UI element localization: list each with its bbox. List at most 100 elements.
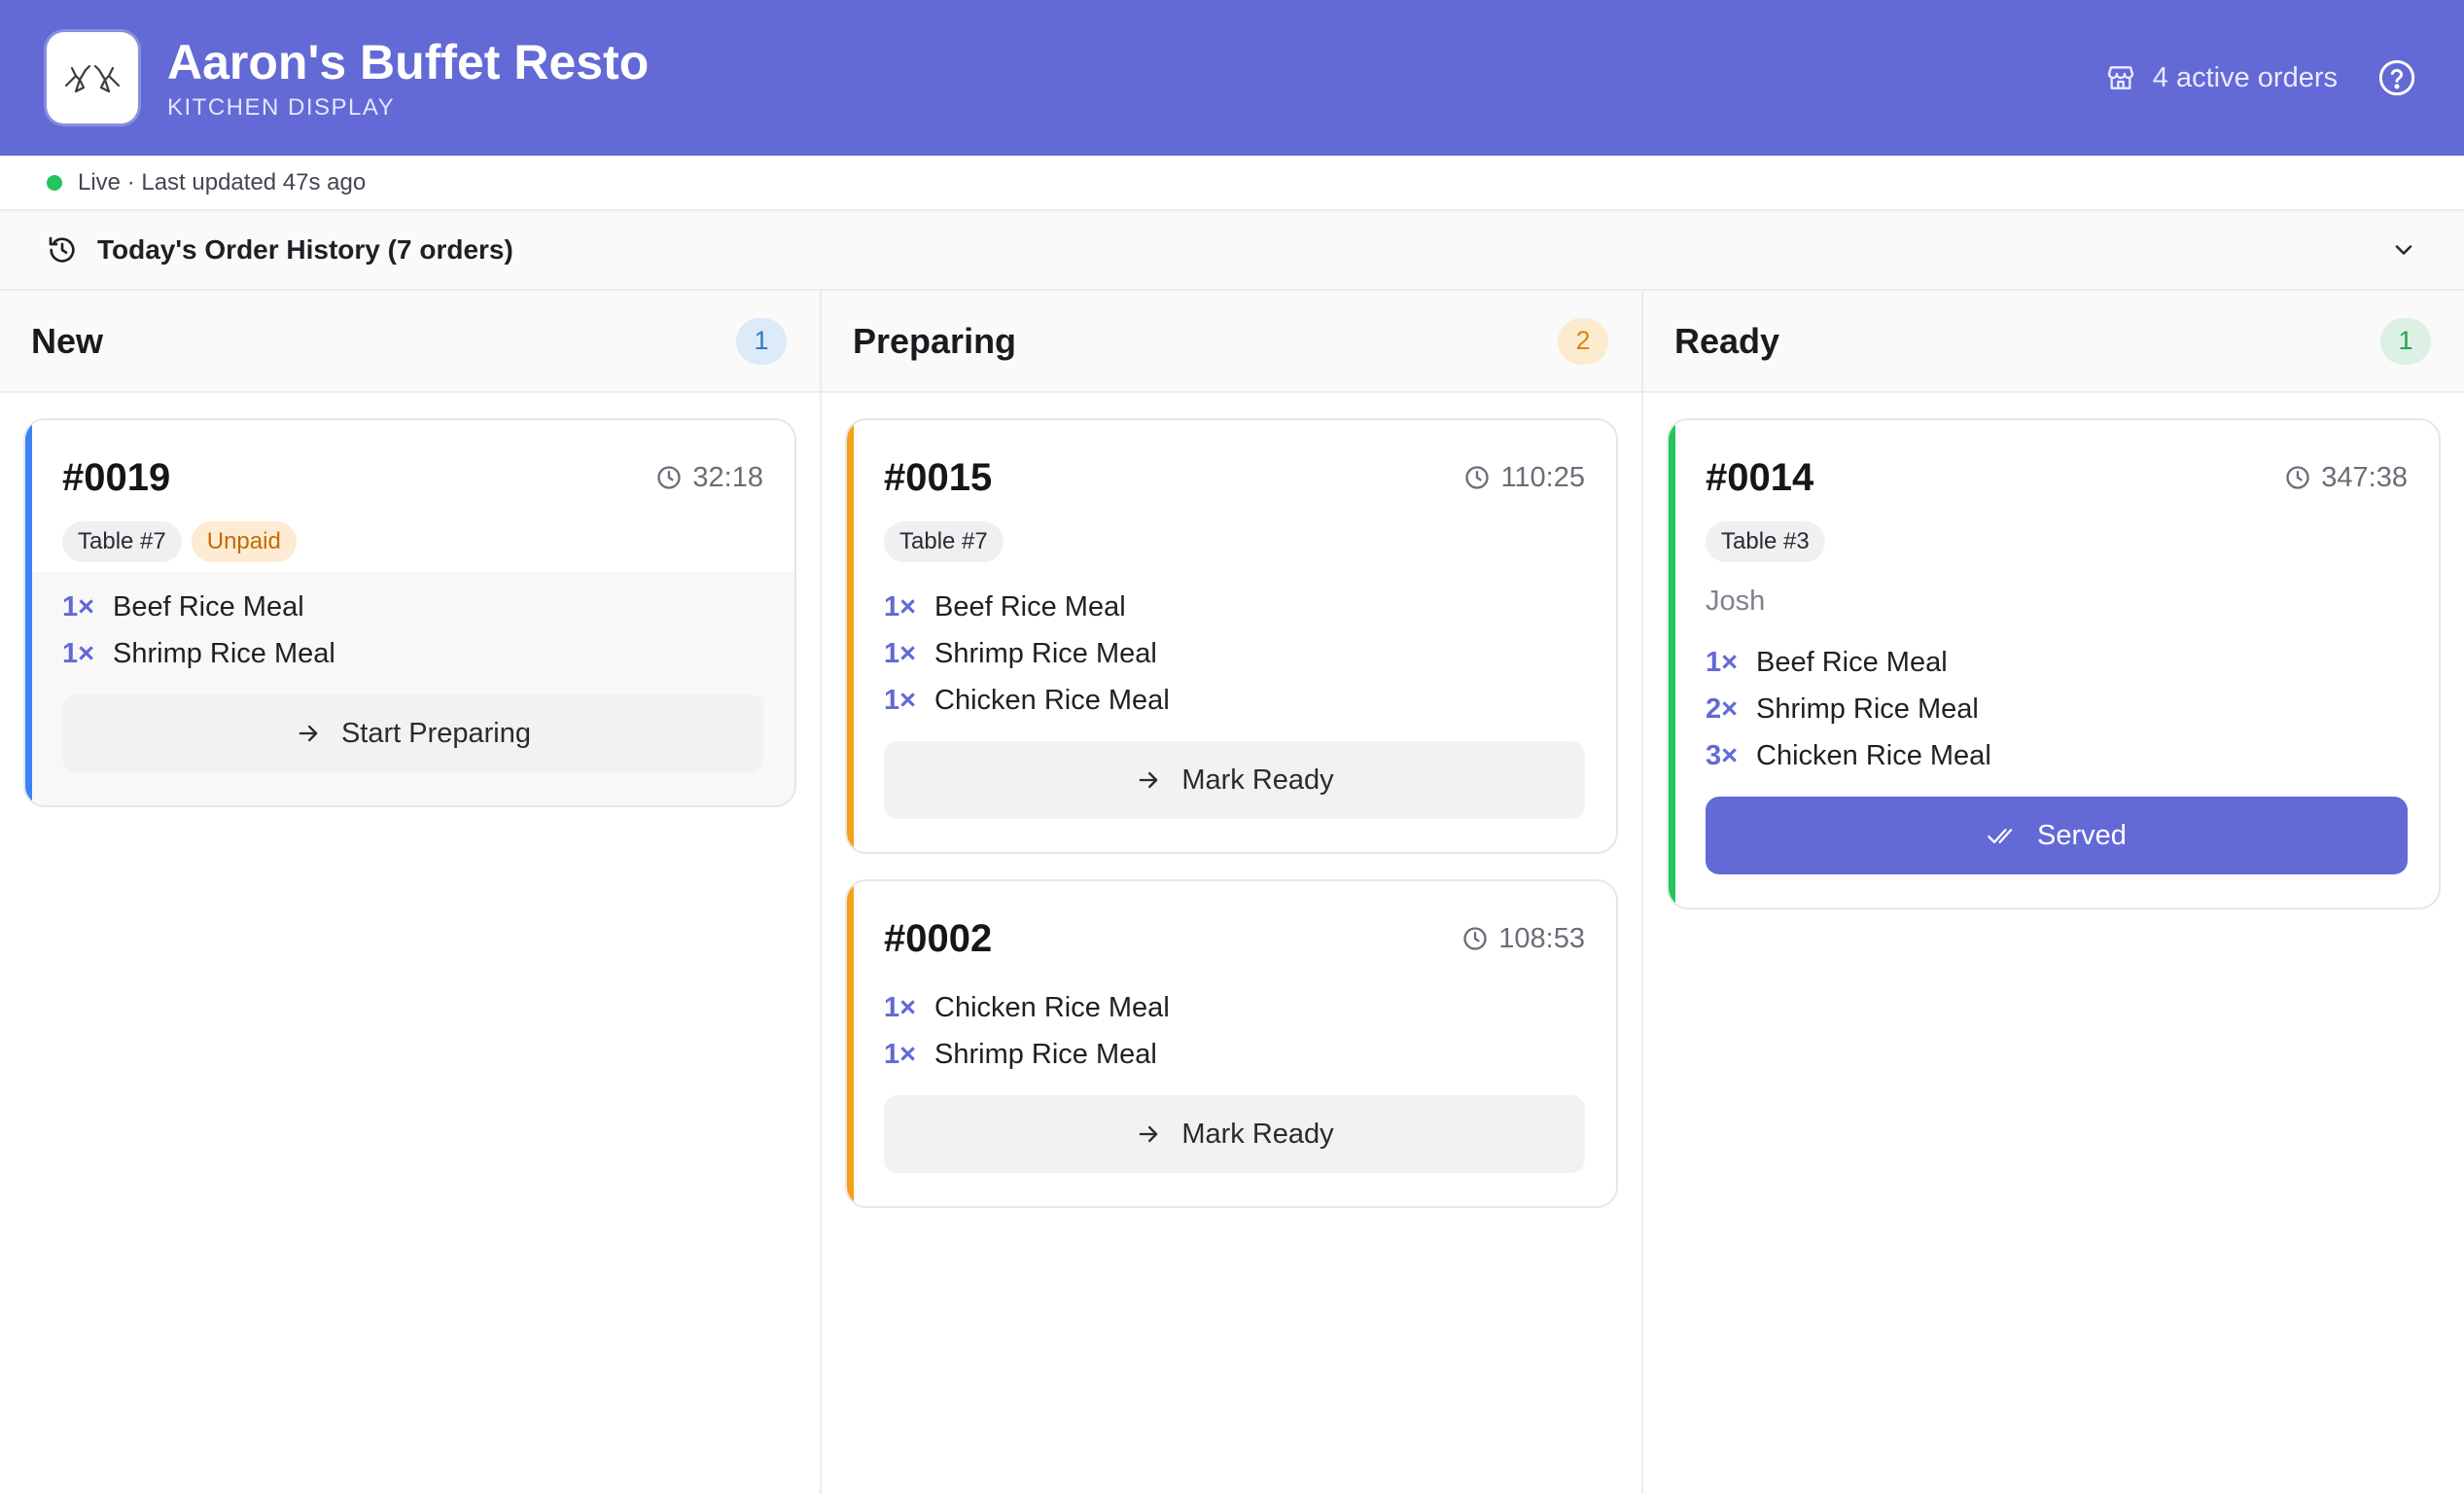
chevron-down-icon[interactable] <box>2390 236 2417 264</box>
list-item: 1× Beef Rice Meal <box>884 584 1585 630</box>
button-label: Mark Ready <box>1181 1118 1334 1150</box>
item-quantity: 1× <box>1706 646 1739 678</box>
list-item: 1× Beef Rice Meal <box>1706 639 2408 686</box>
item-name: Chicken Rice Meal <box>1756 739 1991 771</box>
table-badge: Table #7 <box>62 521 182 562</box>
elapsed-timer: 110:25 <box>1463 462 1585 494</box>
item-quantity: 1× <box>62 637 95 669</box>
order-tags: Table #3 <box>1706 521 2408 562</box>
column-header-ready: Ready 1 <box>1643 291 2464 393</box>
elapsed-time: 347:38 <box>2321 461 2408 493</box>
live-status-text: Live · Last updated 47s ago <box>78 168 367 196</box>
active-orders-count: 4 active orders <box>2152 61 2338 93</box>
clock-icon <box>2286 466 2309 489</box>
item-name: Shrimp Rice Meal <box>934 1038 1157 1070</box>
order-items: 1× Beef Rice Meal 1× Shrimp Rice Meal <box>62 584 763 677</box>
app-header: Aaron's Buffet Resto KITCHEN DISPLAY 4 a… <box>0 0 2464 156</box>
list-item: 2× Shrimp Rice Meal <box>1706 686 2408 732</box>
list-item: 1× Shrimp Rice Meal <box>62 630 763 677</box>
clock-icon <box>1465 466 1490 489</box>
order-number: #0019 <box>62 455 171 499</box>
order-history-label: Today's Order History (7 orders) <box>97 234 513 265</box>
double-check-icon <box>1988 829 2013 843</box>
app-title: Aaron's Buffet Resto <box>167 35 650 89</box>
order-card-0015: #0015 110:25 Table #7 1× Beef Rice Meal <box>845 418 1618 854</box>
mark-ready-button[interactable]: Mark Ready <box>884 1095 1585 1173</box>
start-preparing-button[interactable]: Start Preparing <box>62 694 763 772</box>
order-card-0014: #0014 347:38 Table #3 Josh 1× Beef Rice … <box>1667 418 2441 909</box>
arrow-right-icon <box>1139 1125 1158 1143</box>
order-tags: Table #7 Unpaid <box>62 521 763 562</box>
clock-icon <box>657 466 682 489</box>
item-name: Beef Rice Meal <box>113 590 304 622</box>
item-quantity: 1× <box>884 684 917 716</box>
elapsed-timer: 32:18 <box>655 462 763 494</box>
order-items: 1× Chicken Rice Meal 1× Shrimp Rice Meal <box>884 984 1585 1078</box>
column-title: New <box>31 320 104 361</box>
order-board: New 1 #0019 32:18 Table #7 Unpaid <box>0 291 2464 1494</box>
clock-icon <box>1463 927 1487 950</box>
help-button[interactable] <box>2376 57 2417 98</box>
column-header-new: New 1 <box>0 291 820 393</box>
item-quantity: 1× <box>884 637 917 669</box>
item-name: Chicken Rice Meal <box>934 684 1170 716</box>
column-preparing: Preparing 2 #0015 110:25 Table #7 1× <box>822 291 1643 1494</box>
item-name: Beef Rice Meal <box>1756 646 1948 678</box>
column-title: Preparing <box>853 320 1017 361</box>
elapsed-time: 108:53 <box>1498 922 1585 954</box>
item-quantity: 1× <box>884 991 917 1023</box>
order-number: #0014 <box>1706 455 1814 499</box>
order-number: #0015 <box>884 455 993 499</box>
button-label: Start Preparing <box>340 717 532 749</box>
list-item: 1× Chicken Rice Meal <box>884 677 1585 724</box>
item-quantity: 3× <box>1706 739 1739 771</box>
elapsed-timer: 108:53 <box>1461 923 1585 955</box>
elapsed-time: 32:18 <box>692 461 763 493</box>
list-item: 1× Chicken Rice Meal <box>884 984 1585 1031</box>
mark-ready-button[interactable]: Mark Ready <box>884 741 1585 819</box>
column-title: Ready <box>1674 320 1780 361</box>
order-number: #0002 <box>884 916 993 960</box>
button-label: Served <box>2037 819 2127 851</box>
column-new: New 1 #0019 32:18 Table #7 Unpaid <box>0 291 822 1494</box>
column-count-badge: 2 <box>1558 317 1608 365</box>
list-item: 1× Beef Rice Meal <box>62 584 763 630</box>
column-ready: Ready 1 #0014 347:38 Table #3 Josh <box>1643 291 2464 1494</box>
arrow-right-icon <box>1139 771 1158 789</box>
item-name: Shrimp Rice Meal <box>934 637 1157 669</box>
order-items: 1× Beef Rice Meal 1× Shrimp Rice Meal 1×… <box>884 584 1585 724</box>
item-name: Shrimp Rice Meal <box>1756 693 1979 725</box>
item-quantity: 1× <box>884 1038 917 1070</box>
button-label: Mark Ready <box>1181 764 1334 796</box>
item-name: Chicken Rice Meal <box>934 991 1170 1023</box>
table-badge: Table #7 <box>884 521 1003 562</box>
unpaid-badge: Unpaid <box>191 521 297 562</box>
hands-logo-icon <box>47 32 138 124</box>
order-history-toggle[interactable]: Today's Order History (7 orders) <box>0 211 2464 291</box>
live-status-bar: Live · Last updated 47s ago <box>0 156 2464 211</box>
list-item: 1× Shrimp Rice Meal <box>884 630 1585 677</box>
header-actions: 4 active orders <box>2104 57 2417 98</box>
list-item: 3× Chicken Rice Meal <box>1706 732 2408 779</box>
item-name: Beef Rice Meal <box>934 590 1126 622</box>
column-count-badge: 1 <box>2380 317 2431 365</box>
column-header-preparing: Preparing 2 <box>822 291 1641 393</box>
order-tags: Table #7 <box>884 521 1585 562</box>
elapsed-timer: 347:38 <box>2284 462 2408 494</box>
item-name: Shrimp Rice Meal <box>113 637 335 669</box>
app-subtitle: KITCHEN DISPLAY <box>167 94 396 121</box>
order-items: 1× Beef Rice Meal 2× Shrimp Rice Meal 3×… <box>1706 639 2408 779</box>
history-icon <box>49 236 75 263</box>
item-quantity: 1× <box>884 590 917 622</box>
active-orders-indicator: 4 active orders <box>2104 62 2338 94</box>
brand: Aaron's Buffet Resto KITCHEN DISPLAY <box>167 34 649 122</box>
served-button[interactable]: Served <box>1706 797 2408 874</box>
order-card-0002: #0002 108:53 1× Chicken Rice Meal 1× Shr… <box>845 879 1618 1208</box>
arrow-right-icon <box>299 725 318 742</box>
item-quantity: 2× <box>1706 693 1739 725</box>
help-circle-icon <box>2378 59 2415 96</box>
order-card-0019: #0019 32:18 Table #7 Unpaid 1× Beef Rice… <box>23 418 796 807</box>
live-indicator-dot <box>47 174 62 191</box>
table-badge: Table #3 <box>1706 521 1825 562</box>
column-count-badge: 1 <box>736 317 787 365</box>
